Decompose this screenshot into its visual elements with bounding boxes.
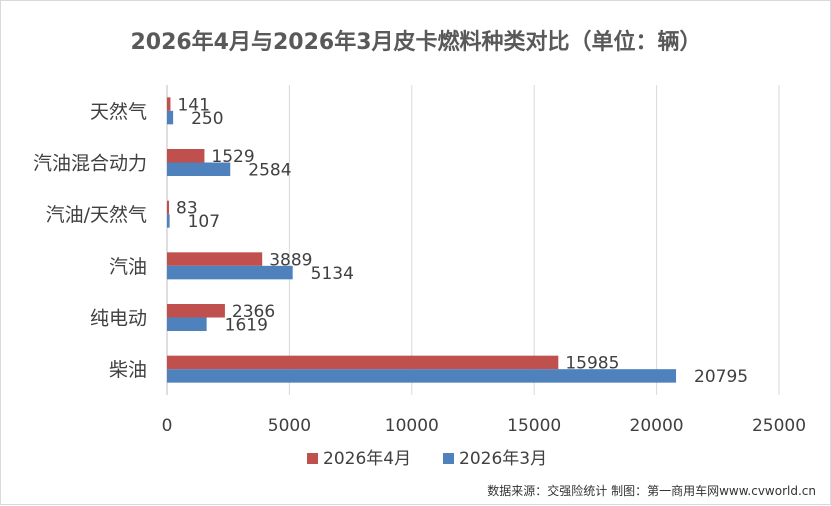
bar-mar: [167, 162, 231, 176]
bar-apr: [167, 200, 170, 215]
x-tick-label: 5000: [268, 416, 311, 436]
data-label: 5134: [311, 264, 354, 284]
data-label: 3889: [269, 250, 312, 270]
bar-apr: [167, 252, 263, 266]
legend-label: 2026年3月: [459, 449, 547, 469]
data-label: 1619: [225, 316, 268, 336]
source-note: 数据来源：交强险统计 制图：第一商用车网www.cvworld.cn: [487, 483, 816, 498]
bar-mar: [167, 369, 677, 383]
x-axis-ticks: 0 5000 10000 15000 20000 25000: [162, 416, 806, 436]
data-label: 2584: [248, 161, 291, 181]
category-label: 柴油: [109, 359, 147, 381]
bars: [167, 97, 677, 383]
legend-swatch: [307, 453, 318, 464]
category-label: 汽油: [109, 256, 147, 278]
x-tick-label: 25000: [752, 416, 806, 436]
gridlines: [166, 85, 780, 395]
bar-mar: [167, 110, 174, 125]
legend-label: 2026年4月: [323, 449, 411, 469]
data-label: 141: [177, 95, 209, 115]
data-label: 107: [188, 212, 220, 232]
bar-mar: [167, 317, 207, 331]
category-label: 纯电动: [90, 308, 147, 330]
category-label: 天然气: [90, 101, 147, 123]
bar-apr: [167, 149, 205, 163]
data-label: 1529: [211, 147, 254, 167]
chart-title: 2026年4月与2026年3月皮卡燃料种类对比（单位：辆）: [130, 29, 701, 55]
data-label: 2366: [232, 302, 275, 322]
bar-apr: [167, 97, 171, 111]
x-tick-label: 10000: [385, 416, 439, 436]
data-label: 20795: [694, 367, 748, 387]
data-label: 250: [191, 109, 223, 129]
x-tick-label: 0: [162, 416, 173, 436]
bar-mar: [167, 265, 293, 280]
category-label: 汽油混合动力: [33, 153, 147, 175]
x-tick-label: 20000: [630, 416, 684, 436]
data-label: 15985: [565, 354, 619, 374]
bar-apr: [167, 355, 559, 370]
x-tick-label: 15000: [507, 416, 561, 436]
category-label: 汽油/天然气: [46, 204, 147, 226]
legend: 2026年4月 2026年3月: [307, 449, 547, 469]
data-label: 83: [176, 199, 198, 219]
bar-apr: [167, 304, 225, 318]
bar-mar: [167, 214, 170, 228]
legend-swatch: [443, 453, 454, 464]
